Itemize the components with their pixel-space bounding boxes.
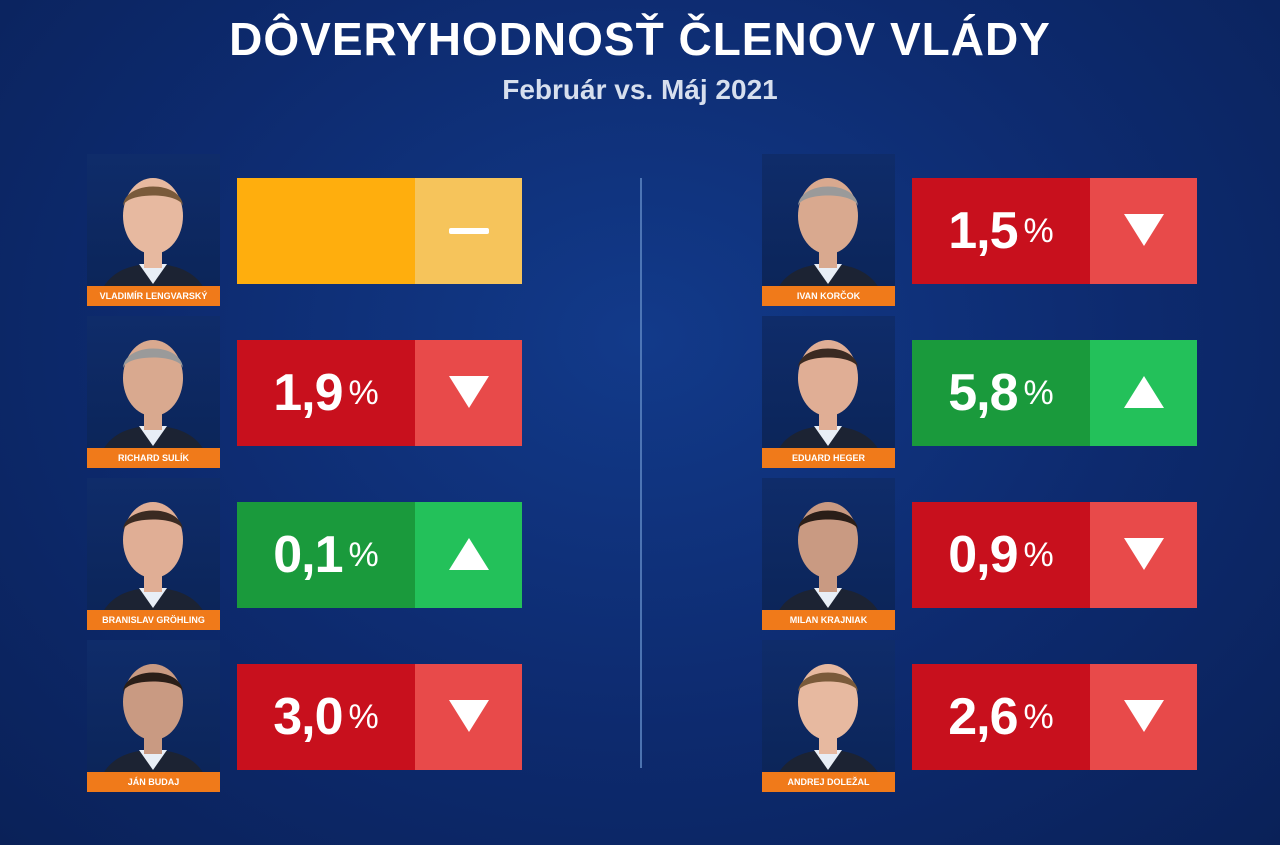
minister-portrait xyxy=(762,316,895,468)
trust-change-value: 3,0% xyxy=(237,664,415,770)
minister-row: MILAN KRAJNIAK 0,9% xyxy=(762,478,1202,633)
minister-row: EDUARD HEGER 5,8% xyxy=(762,316,1202,471)
minister-name: RICHARD SULÍK xyxy=(87,448,220,468)
minister-portrait xyxy=(87,478,220,630)
minister-portrait xyxy=(87,316,220,468)
minister-row: RICHARD SULÍK 1,9% xyxy=(87,316,527,471)
dash-icon xyxy=(448,228,489,234)
minister-name: VLADIMÍR LENGVARSKÝ xyxy=(87,286,220,306)
trust-change-value: 0,1% xyxy=(237,502,415,608)
minister-portrait xyxy=(762,478,895,630)
trust-change-value: 1,5% xyxy=(912,178,1090,284)
trust-change-tile: 1,5% xyxy=(912,178,1197,284)
triangle-down-icon xyxy=(1123,538,1164,572)
trend-indicator xyxy=(415,502,522,608)
minister-portrait xyxy=(762,640,895,792)
change-number: 3,0 xyxy=(273,688,343,746)
trust-change-tile: 5,8% xyxy=(912,340,1197,446)
trust-change-tile: 2,6% xyxy=(912,664,1197,770)
trend-indicator xyxy=(415,178,522,284)
change-number: 0,1 xyxy=(273,526,343,584)
trust-change-value: 5,8% xyxy=(912,340,1090,446)
trust-change-value xyxy=(237,178,415,284)
trust-change-value: 0,9% xyxy=(912,502,1090,608)
minister-row: IVAN KORČOK 1,5% xyxy=(762,154,1202,309)
triangle-down-icon xyxy=(1123,214,1164,248)
minister-row: BRANISLAV GRÖHLING 0,1% xyxy=(87,478,527,633)
minister-portrait xyxy=(87,640,220,792)
triangle-down-icon xyxy=(448,376,489,410)
trend-indicator xyxy=(415,340,522,446)
trust-change-value: 1,9% xyxy=(237,340,415,446)
minister-name: JÁN BUDAJ xyxy=(87,772,220,792)
trust-change-tile: 0,1% xyxy=(237,502,522,608)
percent-sign: % xyxy=(348,373,379,412)
minister-portrait xyxy=(762,154,895,306)
change-number: 1,9 xyxy=(273,364,343,422)
triangle-down-icon xyxy=(448,700,489,734)
triangle-down-icon xyxy=(1123,700,1164,734)
trend-indicator xyxy=(1090,664,1197,770)
change-number: 5,8 xyxy=(948,364,1018,422)
percent-sign: % xyxy=(1023,211,1054,250)
minister-name: EDUARD HEGER xyxy=(762,448,895,468)
trust-change-tile: 1,9% xyxy=(237,340,522,446)
column-divider xyxy=(640,178,642,768)
percent-sign: % xyxy=(348,697,379,736)
percent-sign: % xyxy=(1023,697,1054,736)
percent-sign: % xyxy=(348,535,379,574)
trust-change-tile xyxy=(237,178,522,284)
trend-indicator xyxy=(1090,340,1197,446)
trust-change-tile: 0,9% xyxy=(912,502,1197,608)
percent-sign: % xyxy=(1023,535,1054,574)
triangle-up-icon xyxy=(1123,376,1164,410)
trust-change-tile: 3,0% xyxy=(237,664,522,770)
percent-sign: % xyxy=(1023,373,1054,412)
minister-name: BRANISLAV GRÖHLING xyxy=(87,610,220,630)
minister-name: MILAN KRAJNIAK xyxy=(762,610,895,630)
trend-indicator xyxy=(1090,502,1197,608)
triangle-up-icon xyxy=(448,538,489,572)
change-number: 1,5 xyxy=(948,202,1018,260)
trust-change-value: 2,6% xyxy=(912,664,1090,770)
change-number: 2,6 xyxy=(948,688,1018,746)
minister-name: IVAN KORČOK xyxy=(762,286,895,306)
trend-indicator xyxy=(415,664,522,770)
change-number: 0,9 xyxy=(948,526,1018,584)
minister-row: VLADIMÍR LENGVARSKÝ xyxy=(87,154,527,309)
minister-row: JÁN BUDAJ 3,0% xyxy=(87,640,527,795)
trend-indicator xyxy=(1090,178,1197,284)
page-title: DÔVERYHODNOSŤ ČLENOV VLÁDY xyxy=(229,13,1051,65)
minister-portrait xyxy=(87,154,220,306)
minister-row: ANDREJ DOLEŽAL 2,6% xyxy=(762,640,1202,795)
minister-name: ANDREJ DOLEŽAL xyxy=(762,772,895,792)
page-subtitle: Február vs. Máj 2021 xyxy=(502,74,778,105)
